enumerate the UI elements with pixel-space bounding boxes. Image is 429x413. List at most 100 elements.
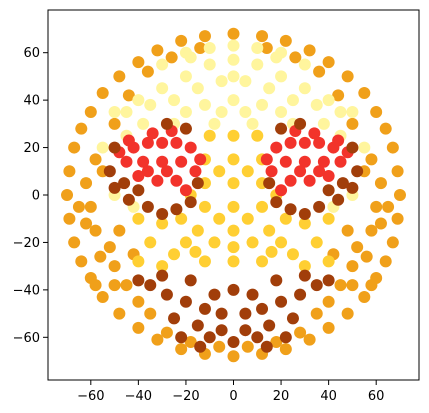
scatter-point-s4-39 [239,324,252,337]
scatter-point-s2-14 [263,224,276,237]
scatter-point-s3-34 [303,174,316,187]
scatter-point-s1-5 [251,58,264,71]
scatter-point-s4-0 [103,165,116,178]
scatter-point-s0-80 [141,65,154,78]
scatter-point-s0-11 [113,70,126,83]
scatter-point-s4-12 [351,165,364,178]
scatter-point-s4-44 [184,274,197,287]
scatter-point-s1-17 [310,98,323,111]
scatter-point-s4-52 [132,274,145,287]
scatter-point-s1-25 [298,58,311,71]
scatter-point-s0-41 [391,165,404,178]
scatter-point-s4-31 [239,307,252,320]
scatter-point-s1-4 [227,53,240,66]
scatter-point-s3-18 [122,134,135,147]
scatter-point-s4-4 [156,207,169,220]
scatter-point-s4-56 [194,340,207,353]
scatter-point-s1-10 [144,98,157,111]
scatter-point-s0-52 [144,307,157,320]
scatter-point-s2-44 [322,255,335,268]
scatter-point-s4-13 [336,177,349,190]
scatter-point-s4-24 [346,141,359,154]
scatter-point-s0-61 [310,307,323,320]
scatter-point-s3-19 [160,165,173,178]
scatter-point-s1-12 [191,82,204,95]
scatter-point-s2-35 [241,212,254,225]
scatter-point-s2-34 [213,212,226,225]
scatter-point-s3-2 [141,136,154,149]
scatter-point-s2-26 [156,260,169,273]
scatter-point-s1-22 [227,39,240,52]
scatter-point-s4-43 [298,269,311,282]
scatter-point-s0-92 [89,279,102,292]
y-tick-label: 0 [32,189,40,204]
scatter-point-s0-7 [84,105,97,118]
scatter-point-s4-21 [332,193,345,206]
marks-layer [61,27,406,363]
scatter-point-s0-66 [360,250,373,263]
scatter-point-s4-57 [260,340,273,353]
scatter-point-s2-21 [227,255,240,268]
scatter-point-s2-37 [298,217,311,230]
scatter-point-s0-25 [279,34,292,47]
scatter-point-s2-29 [322,212,335,225]
scatter-point-s0-12 [113,307,126,320]
scatter-point-s0-85 [260,41,273,54]
scatter-point-s4-11 [179,122,192,135]
scatter-point-s1-23 [251,41,264,54]
scatter-point-s2-2 [251,129,264,142]
scatter-point-s0-5 [75,122,88,135]
scatter-point-s2-7 [227,177,240,190]
scatter-point-s1-47 [184,51,197,64]
scatter-point-s2-27 [298,260,311,273]
scatter-point-s1-49 [227,70,240,83]
scatter-point-s1-11 [168,94,181,107]
scatter-point-s3-36 [275,184,288,197]
scatter-point-s4-29 [198,302,211,315]
scatter-point-s0-73 [241,340,254,353]
scatter-point-s0-62 [80,217,93,230]
scatter-point-s4-18 [270,196,283,209]
scatter-point-s2-28 [132,212,145,225]
x-tick-label: −60 [77,389,104,404]
scatter-point-s4-3 [141,200,154,213]
scatter-point-s2-15 [179,236,192,249]
scatter-point-s0-21 [227,27,240,40]
scatter-point-s4-37 [191,319,204,332]
scatter-point-s4-38 [215,324,228,337]
scatter-point-s0-59 [334,279,347,292]
scatter-point-s4-20 [346,181,359,194]
scatter-point-s0-29 [322,56,335,69]
scatter-point-s0-69 [294,326,307,339]
scatter-point-s0-47 [89,224,102,237]
scatter-point-s0-56 [365,224,378,237]
scatter-point-s1-9 [120,105,133,118]
scatter-point-s0-60 [322,295,335,308]
scatter-point-s1-7 [298,82,311,95]
scatter-point-s2-1 [227,129,240,142]
scatter-point-s0-45 [84,200,97,213]
scatter-point-s3-32 [265,165,278,178]
y-tick-label: −20 [13,236,40,251]
scatter-point-s0-3 [68,141,81,154]
scatter-point-s1-16 [286,94,299,107]
scatter-point-s1-21 [203,41,216,54]
scatter-point-s3-7 [120,155,133,168]
scatter-point-s2-18 [275,236,288,249]
scatter-point-s3-5 [184,141,197,154]
scatter-point-s0-72 [213,340,226,353]
scatter-point-s1-3 [203,58,216,71]
scatter-point-s4-28 [179,295,192,308]
scatter-point-s1-18 [334,105,347,118]
scatter-point-s0-67 [346,279,359,292]
scatter-point-s1-27 [346,105,359,118]
x-tick-label: 0 [229,389,237,404]
scatter-point-s1-31 [256,98,269,111]
scatter-point-s4-34 [294,288,307,301]
scatter-point-s4-9 [122,193,135,206]
scatter-point-s3-26 [270,141,283,154]
scatter-point-s4-7 [191,177,204,190]
scatter-point-s0-83 [289,51,302,64]
